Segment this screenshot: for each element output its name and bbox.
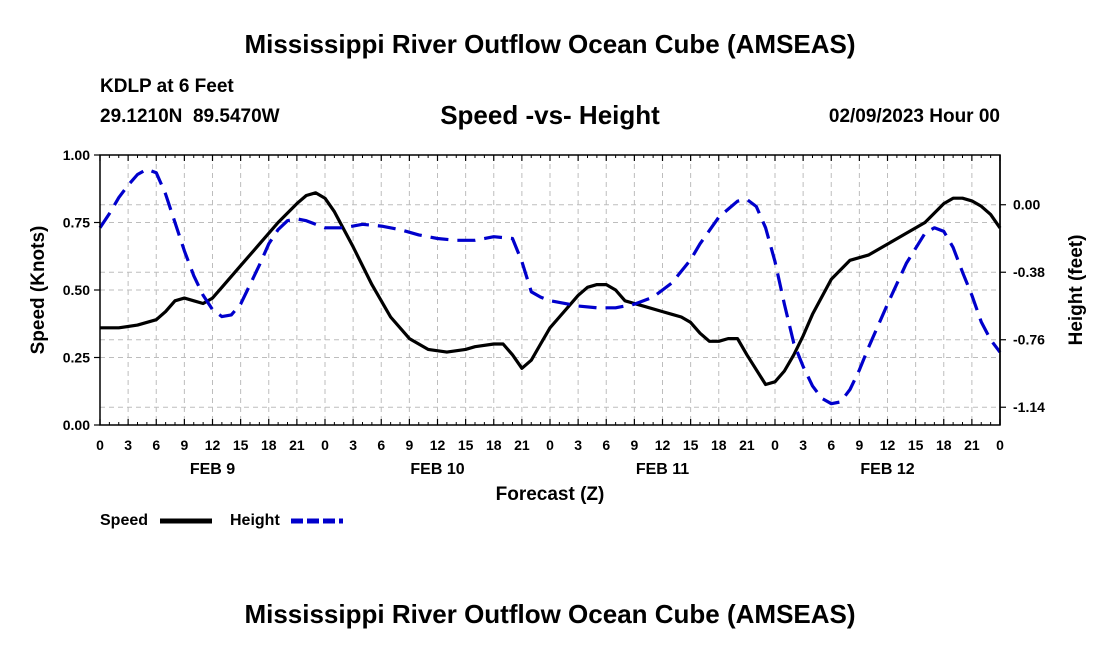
left-axis-title: Speed (Knots) [28, 226, 49, 355]
day-label: FEB 10 [410, 461, 464, 478]
forecast-datetime: 02/09/2023 Hour 00 [828, 106, 1000, 127]
x-tick-label: 18 [936, 437, 952, 453]
left-tick-label: 0.50 [63, 282, 90, 298]
left-tick-label: 1.00 [63, 147, 90, 163]
page-title: Mississippi River Outflow Ocean Cube (AM… [244, 29, 856, 59]
legend-height-label: Height [230, 512, 280, 529]
right-tick-label: -1.14 [1013, 399, 1045, 415]
x-tick-label: 0 [96, 437, 104, 453]
x-tick-label: 12 [655, 437, 671, 453]
day-label: FEB 11 [636, 461, 689, 478]
x-tick-label: 9 [180, 437, 188, 453]
x-tick-label: 0 [546, 437, 554, 453]
x-tick-label: 3 [574, 437, 582, 453]
x-tick-label: 6 [827, 437, 835, 453]
day-label: FEB 9 [190, 461, 235, 478]
left-tick-label: 0.75 [63, 215, 90, 231]
footer-title: Mississippi River Outflow Ocean Cube (AM… [244, 599, 856, 629]
right-tick-label: -0.38 [1013, 264, 1045, 280]
station-label: KDLP at 6 Feet [100, 76, 234, 97]
x-tick-label: 6 [377, 437, 385, 453]
x-tick-label: 15 [908, 437, 924, 453]
x-tick-label: 21 [289, 437, 305, 453]
x-tick-label: 0 [996, 437, 1004, 453]
x-tick-label: 18 [261, 437, 277, 453]
x-axis-title: Forecast (Z) [496, 484, 605, 505]
day-label: FEB 12 [860, 461, 914, 478]
speed-series-line [100, 191, 1002, 387]
x-tick-label: 21 [964, 437, 980, 453]
x-tick-label: 6 [152, 437, 160, 453]
x-tick-label: 12 [430, 437, 446, 453]
left-tick-label: 0.00 [63, 417, 90, 433]
coordinates-label: 29.1210N 89.5470W [100, 106, 280, 127]
left-tick-label: 0.25 [63, 350, 90, 366]
series-lines [98, 167, 1002, 406]
right-tick-labels: 0.00 -0.38 -0.76 -1.14 [1013, 197, 1045, 416]
height-series-line [98, 167, 1002, 406]
x-tick-label: 3 [799, 437, 807, 453]
x-tick-label: 3 [349, 437, 357, 453]
x-tick-label: 9 [405, 437, 413, 453]
x-tick-label: 12 [205, 437, 221, 453]
x-tick-label: 6 [602, 437, 610, 453]
chart-subtitle: Speed -vs- Height [440, 100, 660, 130]
left-tick-labels: 0.00 0.25 0.50 0.75 1.00 [63, 147, 90, 433]
x-tick-label: 9 [855, 437, 863, 453]
x-tick-label: 15 [233, 437, 249, 453]
right-tick-label: -0.76 [1013, 332, 1045, 348]
x-tick-label: 15 [683, 437, 699, 453]
x-tick-label: 18 [711, 437, 727, 453]
right-axis-title: Height (feet) [1066, 235, 1087, 346]
x-tick-label: 21 [739, 437, 755, 453]
x-tick-label: 18 [486, 437, 502, 453]
x-tick-label: 12 [880, 437, 896, 453]
x-tick-label: 15 [458, 437, 474, 453]
x-tick-label: 9 [630, 437, 638, 453]
x-tick-label: 3 [124, 437, 132, 453]
legend-speed-label: Speed [100, 512, 148, 529]
x-tick-label: 0 [321, 437, 329, 453]
right-tick-label: 0.00 [1013, 197, 1040, 213]
day-labels: FEB 9 FEB 10 FEB 11 FEB 12 [190, 461, 915, 478]
x-tick-label: 0 [771, 437, 779, 453]
legend: Speed Height [100, 512, 343, 529]
x-tick-label: 21 [514, 437, 530, 453]
x-tick-labels: 0 3 6 9 12 15 18 21 0 3 6 9 12 15 18 21 0 3 6 9 12 15 18 21 0 3 6 9… [96, 437, 1004, 453]
